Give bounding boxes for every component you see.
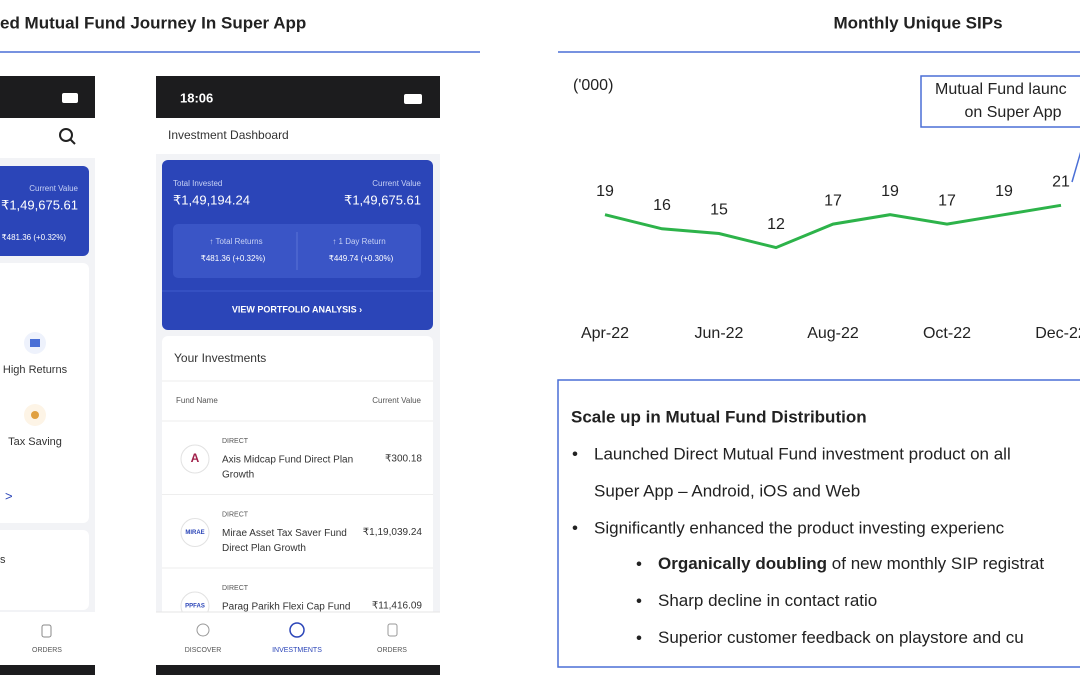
bullet-dot: • xyxy=(572,444,578,463)
bullet-dot: • xyxy=(636,554,642,573)
text: Superior customer feedback on playstore … xyxy=(658,628,1024,647)
nav[interactable]: INVESTMENTS xyxy=(272,647,322,654)
fund-tag: DIRECT xyxy=(222,511,249,518)
fund-logo-text: PPFAS xyxy=(185,604,205,610)
fund-list: A DIRECT Axis Midcap Fund Direct Plan Growt… xyxy=(162,420,433,621)
annotation: on Super App xyxy=(965,104,1062,121)
chart-title: Monthly Unique SIPs xyxy=(833,13,1002,32)
value: ₹1,49,675.61 xyxy=(344,192,421,207)
notes-box xyxy=(557,379,1080,668)
section: s xyxy=(0,554,6,566)
value: ₹1,49,675.61 xyxy=(1,197,78,212)
column: Current Value xyxy=(372,396,421,405)
fund-value: ₹1,19,039.24 xyxy=(363,527,423,538)
label: Current Value xyxy=(372,179,421,188)
fund-logo-text: A xyxy=(191,451,200,465)
category[interactable]: High Returns xyxy=(3,364,68,376)
text: Sharp decline in contact ratio xyxy=(658,591,877,610)
x-tick-label: Jun-22 xyxy=(695,325,744,342)
text: of new monthly SIP registrat xyxy=(827,554,1044,573)
fund-logo xyxy=(180,444,210,474)
fund-logo-text: MIRAE xyxy=(185,530,204,536)
sub-bullet: Sharp decline in contact ratio xyxy=(658,591,877,610)
label: ↑ Total Returns xyxy=(209,237,262,246)
notes-heading: Scale up in Mutual Fund Distribution xyxy=(571,407,867,426)
x-tick-label: Aug-22 xyxy=(807,325,859,342)
label: Current Value xyxy=(29,184,78,193)
fund-value: ₹300.18 xyxy=(385,454,422,465)
value: ₹449.74 (+0.30%) xyxy=(329,254,394,263)
fund-name: Growth xyxy=(222,470,254,481)
bullet-dot: • xyxy=(636,628,642,647)
nav[interactable]: ORDERS xyxy=(377,647,407,654)
section-title: Your Investments xyxy=(174,351,266,365)
data-label: 21 xyxy=(1052,174,1070,191)
bullet-dot: • xyxy=(636,591,642,610)
fund-tag: DIRECT xyxy=(222,438,249,445)
bullet-dot: • xyxy=(572,518,578,537)
label: ↑ 1 Day Return xyxy=(332,237,385,246)
fund-logo xyxy=(180,518,210,547)
annotation-box xyxy=(920,75,1080,128)
phone-left: Current Value ₹1,49,675.61 ₹481.36 (+0.3… xyxy=(0,76,95,675)
fund-name: Direct Plan Growth xyxy=(222,543,306,554)
label: Total Invested xyxy=(173,179,222,188)
connector xyxy=(1071,151,1080,183)
data-label: 19 xyxy=(881,183,899,200)
data-label: 17 xyxy=(938,192,956,209)
line-chart: Apr-22 Jun-22 Aug-22 Oct-22 Dec-22 19 16 15 12 17… xyxy=(581,174,1080,343)
nav[interactable]: DISCOVER xyxy=(185,647,222,654)
more[interactable]: > xyxy=(5,488,13,503)
fund-name: Axis Midcap Fund Direct Plan xyxy=(222,455,353,466)
data-label: 17 xyxy=(824,192,842,209)
column: Fund Name xyxy=(176,396,218,405)
data-label: 12 xyxy=(767,216,785,233)
value: ₹481.36 (+0.32%) xyxy=(201,254,266,263)
value: ₹481.36 (+0.32%) xyxy=(2,233,67,242)
cta[interactable]: VIEW PORTFOLIO ANALYSIS › xyxy=(232,304,362,314)
category[interactable]: Tax Saving xyxy=(8,436,62,448)
x-tick-label: Oct-22 xyxy=(923,325,971,342)
fund-value: ₹11,416.09 xyxy=(372,601,423,612)
bullet: Significantly enhanced the product inves… xyxy=(594,518,1005,537)
time: 18:06 xyxy=(180,90,213,105)
bullet: Super App – Android, iOS and Web xyxy=(594,481,860,500)
data-label: 16 xyxy=(653,197,671,214)
data-label: 19 xyxy=(995,183,1013,200)
annotation: Mutual Fund launc xyxy=(935,81,1067,98)
bold-text: Organically doubling xyxy=(658,554,827,573)
left-title: ed Mutual Fund Journey In Super App xyxy=(0,13,306,32)
bullet: Launched Direct Mutual Fund investment p… xyxy=(594,444,1011,463)
fund-name: Parag Parikh Flexi Cap Fund xyxy=(222,602,350,613)
fund-name: Mirae Asset Tax Saver Fund xyxy=(222,528,347,539)
x-tick-label: Apr-22 xyxy=(581,325,629,342)
header: Investment Dashboard xyxy=(168,128,289,142)
series-line xyxy=(604,203,1062,250)
sub-bullet: Superior customer feedback on playstore … xyxy=(658,628,1024,647)
unit-label: ('000) xyxy=(573,77,613,94)
value: ₹1,49,194.24 xyxy=(173,192,250,207)
sub-bullet: Organically doubling of new monthly SIP … xyxy=(658,554,1044,573)
data-label: 19 xyxy=(596,183,614,200)
nav[interactable]: ORDERS xyxy=(32,647,62,654)
x-tick-label: Dec-22 xyxy=(1035,325,1080,342)
sub-bullets: • Organically doubling of new monthly SIP… xyxy=(636,554,1044,647)
data-label: 15 xyxy=(710,202,728,219)
phone-right: 18:06 Investment Dashboard Total Investe… xyxy=(156,76,440,675)
fund-tag: DIRECT xyxy=(222,585,249,592)
